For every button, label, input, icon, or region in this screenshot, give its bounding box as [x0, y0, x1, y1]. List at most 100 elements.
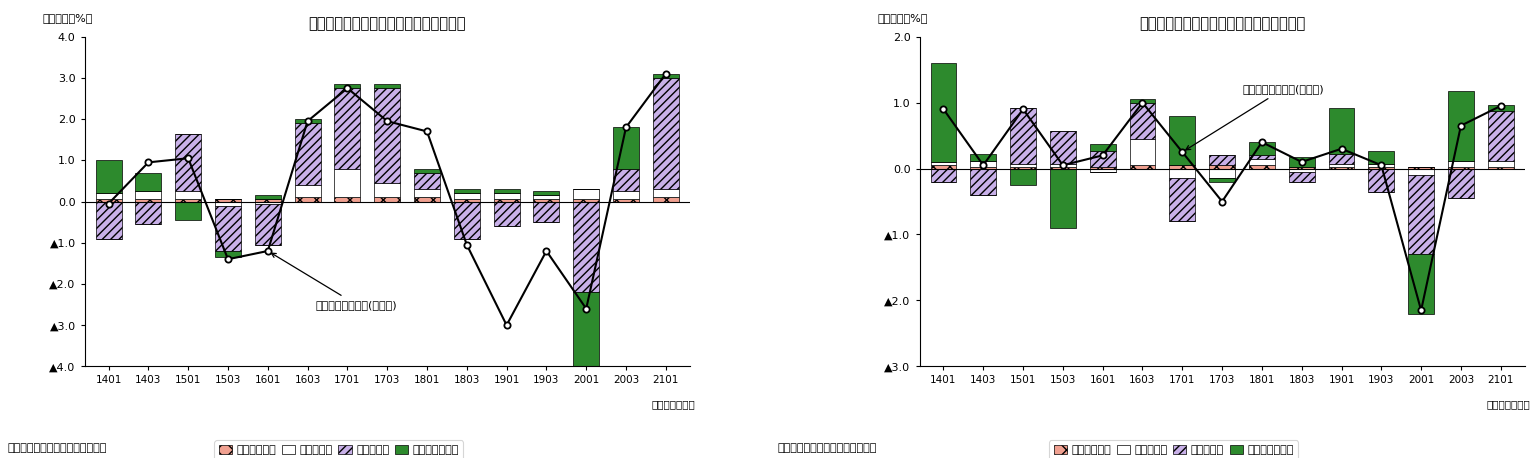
- Bar: [533, 191, 559, 195]
- Bar: [653, 78, 679, 189]
- Bar: [1129, 103, 1155, 139]
- Bar: [1010, 169, 1036, 185]
- Bar: [254, 203, 280, 245]
- Bar: [1050, 167, 1076, 169]
- Bar: [414, 197, 440, 202]
- Bar: [176, 134, 202, 191]
- Bar: [334, 197, 360, 202]
- Bar: [1488, 167, 1514, 169]
- Bar: [216, 202, 240, 206]
- Bar: [454, 202, 480, 239]
- Bar: [494, 202, 519, 226]
- Bar: [414, 189, 440, 197]
- Bar: [176, 200, 202, 202]
- Bar: [1488, 104, 1514, 111]
- Legend: 金融費用要因, 人件費要因, 変動費要因, 減価償却費要因: 金融費用要因, 人件費要因, 変動費要因, 減価償却費要因: [214, 441, 464, 458]
- Bar: [613, 191, 639, 200]
- Bar: [653, 189, 679, 197]
- Bar: [1408, 254, 1434, 314]
- Bar: [653, 197, 679, 202]
- Bar: [1249, 165, 1275, 169]
- Bar: [1209, 165, 1235, 169]
- Bar: [970, 167, 996, 169]
- Bar: [1090, 169, 1115, 172]
- Bar: [494, 189, 519, 193]
- Bar: [95, 160, 122, 193]
- Bar: [1010, 164, 1036, 167]
- Bar: [1329, 108, 1355, 154]
- Bar: [294, 197, 320, 202]
- Bar: [573, 200, 599, 202]
- Text: 売上高経常利益率(前年差): 売上高経常利益率(前年差): [271, 253, 397, 310]
- Bar: [1448, 92, 1474, 161]
- Bar: [1169, 179, 1195, 221]
- Bar: [254, 200, 280, 202]
- Bar: [136, 200, 162, 202]
- Bar: [1369, 169, 1394, 191]
- Bar: [1369, 167, 1394, 169]
- Bar: [1249, 158, 1275, 165]
- Bar: [216, 206, 240, 251]
- Bar: [1329, 154, 1355, 164]
- Bar: [136, 173, 162, 191]
- Bar: [1090, 151, 1115, 167]
- Bar: [1169, 169, 1195, 179]
- Bar: [374, 183, 400, 197]
- Bar: [1169, 165, 1195, 169]
- Bar: [334, 169, 360, 197]
- Text: （前年差、%）: （前年差、%）: [43, 13, 92, 23]
- Bar: [930, 162, 956, 165]
- Bar: [1488, 111, 1514, 161]
- Bar: [1448, 167, 1474, 169]
- Bar: [1488, 161, 1514, 167]
- Bar: [1369, 164, 1394, 167]
- Bar: [573, 189, 599, 200]
- Text: 売上高経常利益率(前年差): 売上高経常利益率(前年差): [1186, 84, 1323, 150]
- Bar: [414, 173, 440, 189]
- Bar: [1408, 167, 1434, 169]
- Bar: [95, 193, 122, 200]
- Bar: [374, 84, 400, 88]
- Bar: [970, 169, 996, 195]
- Bar: [294, 119, 320, 123]
- Title: 売上高経常利益率の要因分解（非製造業）: 売上高経常利益率の要因分解（非製造業）: [1140, 16, 1306, 31]
- Bar: [1329, 167, 1355, 169]
- Bar: [613, 127, 639, 169]
- Bar: [573, 202, 599, 292]
- Bar: [1090, 144, 1115, 151]
- Bar: [1010, 108, 1036, 164]
- Bar: [613, 200, 639, 202]
- Bar: [1209, 179, 1235, 182]
- Bar: [216, 200, 240, 202]
- Bar: [176, 191, 202, 200]
- Bar: [1209, 155, 1235, 165]
- Bar: [95, 200, 122, 202]
- Bar: [1129, 139, 1155, 165]
- Bar: [1050, 131, 1076, 164]
- Bar: [334, 84, 360, 88]
- Bar: [1448, 161, 1474, 167]
- Text: （年・四半期）: （年・四半期）: [651, 399, 696, 409]
- Bar: [1169, 116, 1195, 165]
- Bar: [533, 195, 559, 200]
- Bar: [1129, 165, 1155, 169]
- Bar: [1408, 169, 1434, 175]
- Text: （資料）財務省「法人企業統計」: （資料）財務省「法人企業統計」: [8, 443, 108, 453]
- Bar: [533, 200, 559, 202]
- Bar: [1010, 167, 1036, 169]
- Legend: 金融費用要因, 人件費要因, 変動費要因, 減価償却費要因: 金融費用要因, 人件費要因, 変動費要因, 減価償却費要因: [1049, 441, 1298, 458]
- Bar: [1289, 158, 1315, 167]
- Bar: [573, 292, 599, 436]
- Bar: [254, 202, 280, 203]
- Bar: [334, 88, 360, 169]
- Bar: [454, 200, 480, 202]
- Bar: [374, 197, 400, 202]
- Text: （前年差、%）: （前年差、%）: [878, 13, 927, 23]
- Bar: [970, 161, 996, 167]
- Text: （資料）財務省「法人企業統計」: （資料）財務省「法人企業統計」: [778, 443, 878, 453]
- Bar: [1209, 169, 1235, 179]
- Bar: [294, 123, 320, 185]
- Bar: [454, 189, 480, 193]
- Bar: [1129, 99, 1155, 103]
- Bar: [930, 165, 956, 169]
